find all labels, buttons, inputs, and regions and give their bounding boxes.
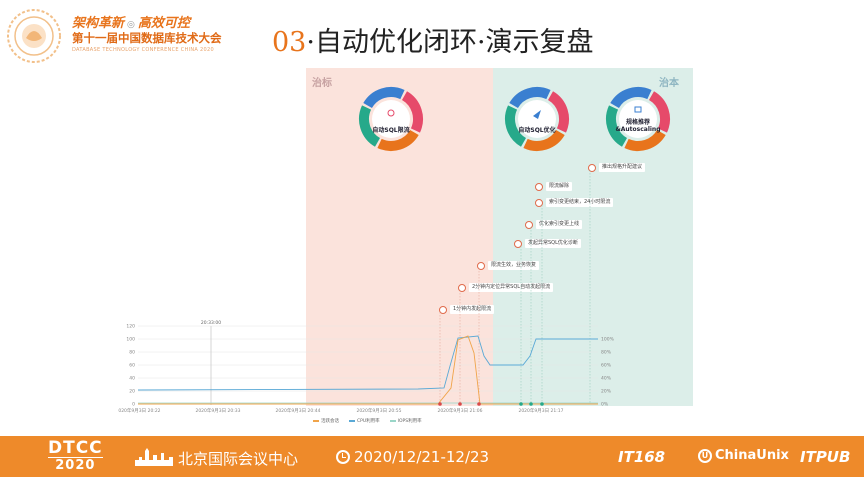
optimization-loop-figure: 治标 治本 自动SQL限流 自动SQL优化 规格推荐 &Autoscaling … bbox=[118, 68, 693, 424]
stopwatch-icon bbox=[458, 283, 466, 292]
x-tick-label: 2020年9月3日 20:22 bbox=[118, 407, 161, 413]
event-item: 优化索引变更上线 bbox=[525, 219, 583, 230]
x-tick-label: 2020年9月3日 20:55 bbox=[356, 407, 401, 413]
symptom-zone-label: 治标 bbox=[312, 78, 332, 89]
y-right-tick-label: 80% bbox=[601, 350, 612, 356]
x-tick-label: 2020年9月3日 20:33 bbox=[195, 407, 240, 413]
series-line-cpu bbox=[137, 335, 598, 391]
cycle-diagram-sql-optimize bbox=[504, 87, 569, 151]
stopwatch-icon bbox=[477, 261, 485, 270]
y-right-tick-label: 0% bbox=[601, 402, 609, 408]
cycle-label-sql-optimize: 自动SQL优化 bbox=[518, 127, 556, 134]
sponsor-itpub-logo: ITPUB bbox=[800, 448, 851, 466]
cycle-diagram-autoscaling bbox=[605, 87, 670, 151]
slide-title: 03·自动优化闭环·演示复盘 bbox=[272, 20, 594, 59]
conference-slogan: 架构革新 ◎ 高效可控 bbox=[72, 16, 190, 31]
y-right-tick-label: 40% bbox=[601, 376, 612, 382]
event-item: 限流解除 bbox=[535, 181, 573, 192]
event-guide-lines-right bbox=[520, 170, 591, 404]
y-left-tick-label: 120 bbox=[126, 324, 135, 330]
conference-seal-icon bbox=[7, 9, 61, 63]
y-right-tick-label: 100% bbox=[601, 337, 615, 343]
event-item: 1分钟内发起限流 bbox=[439, 304, 495, 315]
event-item: 推出规格升配建议 bbox=[588, 162, 646, 173]
y-left-tick-label: 20 bbox=[129, 389, 135, 395]
slide-title-number: 03 bbox=[272, 27, 307, 58]
chart-legend: 活跃会话 CPU利用率 IOPS利用率 bbox=[313, 418, 422, 424]
stopwatch-icon bbox=[535, 198, 543, 207]
sponsor-chinaunix-logo: U ChinaUnix bbox=[698, 448, 789, 463]
cycle-label-autoscaling: 规格推荐 &Autoscaling bbox=[615, 119, 661, 133]
y-left-tick-label: 40 bbox=[129, 376, 135, 382]
event-item: 发起异常SQL优化诊断 bbox=[514, 238, 581, 249]
y-right-tick-label: 60% bbox=[601, 363, 612, 369]
event-guide-lines bbox=[439, 268, 480, 404]
stopwatch-icon bbox=[514, 239, 522, 248]
sponsor-it168-logo: IT168 bbox=[618, 448, 666, 466]
y-left-tick-label: 80 bbox=[129, 350, 135, 356]
footer-bar: DTCC 2020 北京国际会议中心 2020/12/21-12/23 IT16… bbox=[0, 436, 864, 477]
event-item: 限流生效，业务恢复 bbox=[477, 260, 540, 271]
city-skyline-icon bbox=[135, 448, 173, 466]
conference-name-en: DATABASE TECHNOLOGY CONFERENCE CHINA 202… bbox=[72, 47, 214, 53]
legend-item: CPU利用率 bbox=[349, 418, 380, 424]
venue-text: 北京国际会议中心 bbox=[178, 450, 299, 468]
time-marker-label: 20:33:00 bbox=[201, 320, 221, 326]
x-tick-label: 2020年9月3日 20:44 bbox=[275, 407, 320, 413]
x-tick-label: 2020年9月3日 21:17 bbox=[518, 407, 563, 413]
event-date: 2020/12/21-12/23 bbox=[336, 448, 489, 466]
cycle-diagram-throttle bbox=[359, 87, 423, 151]
event-item: 2分钟内定位异常SQL自动发起限流 bbox=[458, 282, 554, 293]
legend-item: 活跃会话 bbox=[313, 418, 339, 424]
stopwatch-icon bbox=[525, 220, 533, 229]
y-left-tick-label: 100 bbox=[126, 337, 135, 343]
legend-item: IOPS利用率 bbox=[389, 418, 422, 424]
event-item: 索引变更结束，24小时限流 bbox=[535, 197, 614, 208]
cycle-label-throttle: 自动SQL限流 bbox=[372, 127, 410, 134]
stopwatch-icon bbox=[535, 182, 543, 191]
x-tick-label: 2020年9月3日 21:06 bbox=[437, 407, 482, 413]
conference-name: 第十一届中国数据库技术大会 bbox=[72, 31, 222, 45]
y-left-tick-label: 0 bbox=[132, 402, 135, 408]
y-left-tick-label: 60 bbox=[129, 363, 135, 369]
series-line-sessions bbox=[138, 335, 598, 405]
dtcc-logo: DTCC 2020 bbox=[48, 438, 103, 473]
y-right-tick-label: 20% bbox=[601, 389, 612, 395]
root-cause-zone-label: 治本 bbox=[659, 78, 679, 89]
stopwatch-icon bbox=[439, 305, 447, 314]
clock-icon bbox=[336, 450, 350, 464]
stopwatch-icon bbox=[588, 163, 596, 172]
slide-title-text: ·自动优化闭环·演示复盘 bbox=[306, 27, 594, 58]
chinaunix-icon: U bbox=[698, 448, 712, 463]
metrics-line-chart: 0 20 40 60 80 100 120 0% 20% 40% 60% 80% 100% 2020年… bbox=[118, 170, 615, 413]
event-dots bbox=[438, 402, 544, 406]
